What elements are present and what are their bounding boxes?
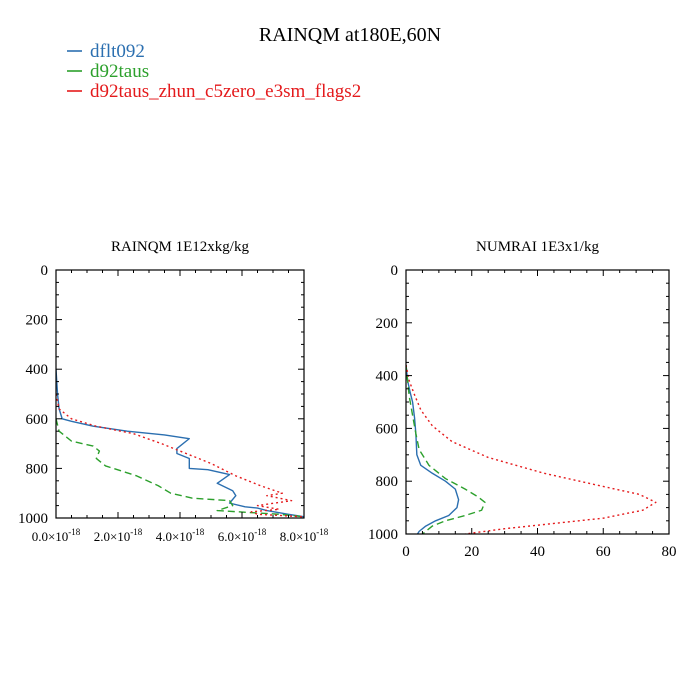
legend-label: d92taus	[90, 61, 149, 82]
x-tick-label: 6.0×10-18	[218, 527, 267, 544]
x-tick-label: 2.0×10-18	[94, 527, 143, 544]
x-tick-label: 8.0×10-18	[280, 527, 329, 544]
series-line-d92taus	[56, 418, 304, 518]
y-tick-label: 800	[376, 474, 399, 490]
plot-frame	[405, 269, 670, 535]
x-tick-mantissa: 8.0×10	[280, 529, 317, 544]
y-tick-label: 600	[26, 412, 49, 428]
y-tick-label: 200	[26, 313, 49, 329]
legend: dflt092d92tausd92taus_zhun_c5zero_e3sm_f…	[67, 41, 361, 102]
x-tick-exponent: -18	[254, 527, 266, 537]
y-tick-label: 600	[376, 421, 399, 437]
y-tick-label: 200	[376, 316, 399, 332]
legend-label: dflt092	[90, 41, 145, 62]
figure-title: RAINQM at180E,60N	[259, 24, 441, 46]
plot-frame	[55, 269, 305, 519]
y-tick-label: 400	[26, 362, 49, 378]
x-tick-mantissa: 6.0×10	[218, 529, 255, 544]
y-tick-label: 800	[26, 461, 49, 477]
x-tick-label: 40	[530, 544, 545, 560]
series-line-d92taus_zhun_c5zero_e3sm_flags2	[406, 364, 657, 534]
x-tick-exponent: -18	[68, 527, 80, 537]
x-tick-mantissa: 0.0×10	[32, 529, 69, 544]
y-tick-label: 0	[41, 263, 49, 279]
y-tick-label: 1000	[368, 527, 398, 543]
x-tick-label: 4.0×10-18	[156, 527, 205, 544]
y-tick-label: 1000	[18, 511, 48, 527]
panel-title: NUMRAI 1E3x1/kg	[476, 239, 599, 255]
x-tick-exponent: -18	[130, 527, 142, 537]
panel-title: RAINQM 1E12xkg/kg	[111, 239, 249, 255]
x-tick-mantissa: 2.0×10	[94, 529, 131, 544]
x-tick-label: 0	[402, 544, 410, 560]
x-tick-label: 60	[596, 544, 611, 560]
x-tick-label: 20	[464, 544, 479, 560]
series-line-d92taus	[406, 364, 486, 534]
x-tick-label: 80	[662, 544, 677, 560]
x-tick-exponent: -18	[316, 527, 328, 537]
y-tick-label: 400	[376, 369, 399, 385]
y-tick-label: 0	[391, 263, 399, 279]
panel-rainqm: RAINQM 1E12xkg/kg020040060080010000.0×10…	[18, 239, 329, 544]
series-line-dflt092	[56, 369, 304, 518]
x-tick-mantissa: 4.0×10	[156, 529, 193, 544]
legend-label: d92taus_zhun_c5zero_e3sm_flags2	[90, 81, 361, 102]
series-line-dflt092	[406, 364, 460, 534]
x-tick-label: 0.0×10-18	[32, 527, 81, 544]
x-tick-exponent: -18	[192, 527, 204, 537]
